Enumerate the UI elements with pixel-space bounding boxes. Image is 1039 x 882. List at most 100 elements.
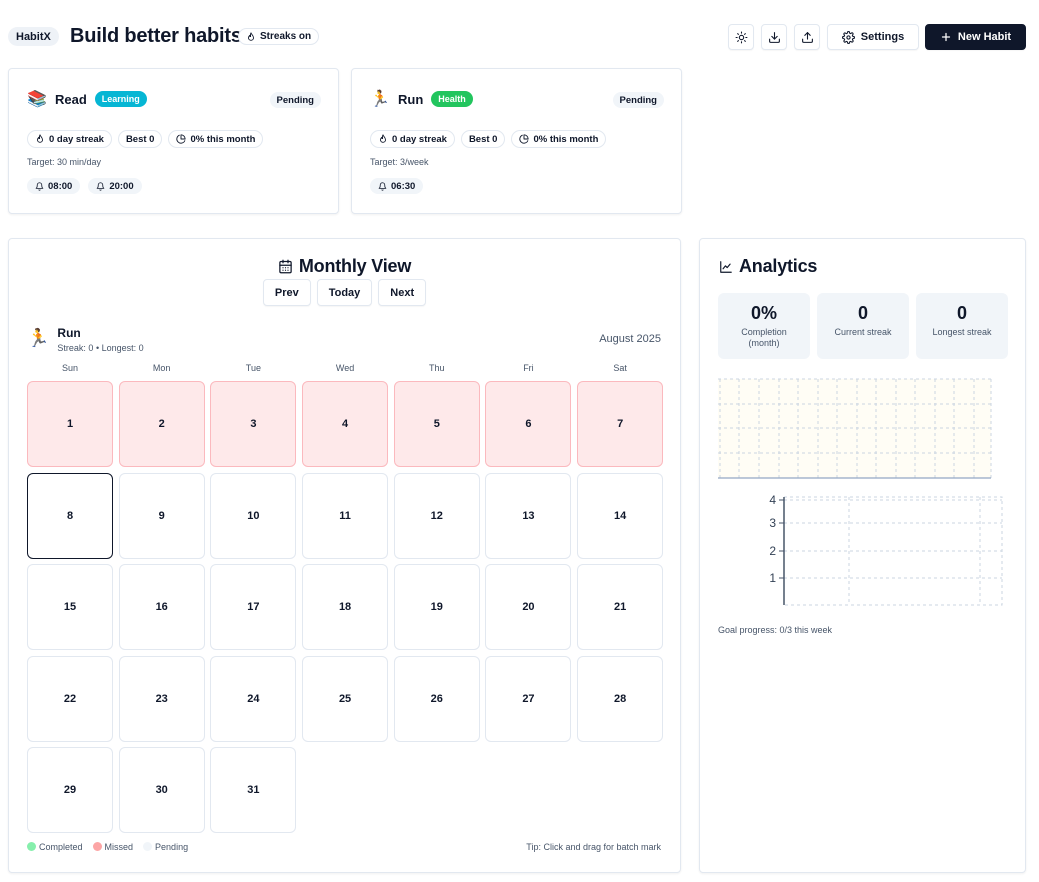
legend-item: Completed [27,842,83,852]
stat-value: 0% [750,303,777,323]
reminder-chip[interactable]: 06:30 [370,178,424,194]
legend-label: Missed [104,842,134,852]
streak-pill: 0 day streak [27,130,112,148]
prev-month-button[interactable]: Prev [262,279,311,306]
analytics-title: Analytics [739,256,818,276]
run-emoji-icon: 🏃 [27,328,50,348]
best-streak-pill: Best 0 [117,130,163,148]
streaks-badge-label: Streaks on [260,31,312,42]
monthly-rate-pill: 0% this month [168,130,264,148]
calendar-day[interactable]: 21 [577,564,664,650]
stat-label: Longest streak [932,327,992,337]
calendar-day[interactable]: 12 [393,472,480,559]
calendar-grid: 1 2 3 4 5 6 7 8 9 10 11 12 13 14 15 16 17 18 19 20 21 22 23 24 2… [27,381,664,833]
calendar-day[interactable]: 1 [27,381,113,467]
calendar-day[interactable]: 30 [118,747,205,833]
bell-icon [35,181,44,191]
new-habit-button[interactable]: New Habit [925,24,1026,50]
line-chart-icon [719,260,733,274]
calendar-day[interactable]: 18 [302,564,389,650]
chart-plot-area [718,379,991,478]
calendar-day[interactable]: 14 [577,472,664,559]
calendar-day[interactable]: 22 [27,655,113,742]
month-nav: Prev Today Next [9,279,680,306]
settings-button[interactable]: Settings [827,24,919,50]
calendar-day[interactable]: 26 [393,655,480,742]
calendar-day[interactable]: 16 [118,564,205,650]
weekday-label: Sat [613,363,627,373]
habit-target: Target: 3/week [370,157,429,167]
calendar-day[interactable]: 28 [577,655,664,742]
calendar-day[interactable]: 13 [485,472,572,559]
weekly-goal-chart: 1 2 3 4 [769,493,1003,606]
import-button[interactable] [794,24,820,50]
reminder-chip[interactable]: 08:00 [27,178,81,194]
calendar-day[interactable]: 10 [210,472,297,559]
theme-toggle-button[interactable] [728,24,754,50]
selected-habit: 🏃 Run Streak: 0 • Longest: 0 [27,326,144,353]
habit-emoji-icon: 📚 [27,91,47,108]
legend-item: Missed [92,842,134,852]
brand-badge: HabitX [8,27,59,46]
calendar-day[interactable]: 25 [302,655,389,742]
habit-target: Target: 30 min/day [27,157,102,167]
completion-trend-chart [718,378,992,479]
habit-card[interactable]: 🏃 Run Health Pending 0 day streak Best 0… [351,68,682,214]
weekday-label: Tue [245,363,261,373]
weekday-header: Sun Mon Tue Wed Thu Fri Sat [27,363,663,373]
monthly-rate-text: 0% this month [533,133,599,145]
month-label: August 2025 [599,333,661,345]
export-button[interactable] [761,24,787,50]
legend-label: Pending [155,842,189,852]
calendar-day[interactable]: 20 [485,564,572,650]
habit-card[interactable]: 📚 Read Learning Pending 0 day streak Bes… [8,68,339,214]
reminder-chip[interactable]: 20:00 [88,178,142,194]
calendar-day[interactable]: 19 [393,564,480,650]
settings-button-label: Settings [860,31,905,43]
calendar-day[interactable]: 31 [210,747,297,833]
next-month-button[interactable]: Next [378,279,427,306]
goal-progress-text: Goal progress: 0/3 this week [718,625,833,635]
new-habit-button-label: New Habit [957,31,1012,43]
weekday-label: Sun [61,363,78,373]
y-tick-label: 2 [769,544,776,558]
reminder-time: 06:30 [391,180,416,192]
habit-status-badge: Pending [269,92,321,108]
pie-chart-icon [176,134,187,144]
download-icon [768,31,781,44]
monthly-view-title: Monthly View [298,256,412,276]
calendar-day[interactable]: 4 [302,381,389,467]
calendar-day[interactable]: 2 [118,381,205,467]
habit-category-tag: Learning [94,91,147,107]
weekday-label: Mon [152,363,171,373]
selected-habit-name: Run [57,326,81,340]
monthly-rate-text: 0% this month [190,133,256,145]
calendar-day[interactable]: 3 [210,381,297,467]
reminder-time: 20:00 [109,180,134,192]
calendar-day[interactable]: 7 [577,381,664,467]
calendar-day[interactable]: 11 [302,472,389,559]
calendar-day[interactable]: 29 [27,747,113,833]
flame-icon [35,134,45,144]
weekday-label: Thu [428,363,445,373]
flame-icon [378,134,388,144]
calendar-day[interactable]: 23 [118,655,205,742]
streak-text: 0 day streak [49,133,104,145]
calendar-day[interactable]: 27 [485,655,572,742]
monthly-rate-pill: 0% this month [511,130,607,148]
calendar-day[interactable]: 17 [210,564,297,650]
calendar-day[interactable]: 24 [210,655,297,742]
streaks-badge[interactable]: Streaks on [238,28,320,45]
page-title: Build better habits [70,25,242,47]
streak-pill: 0 day streak [370,130,455,148]
calendar-day[interactable]: 15 [27,564,113,650]
today-button[interactable]: Today [316,279,373,306]
habit-name: Run [398,91,424,107]
calendar-day[interactable]: 8 [27,472,113,559]
legend-label: Completed [39,842,83,852]
gear-icon [841,30,855,44]
calendar-day[interactable]: 9 [118,472,205,559]
calendar-day[interactable]: 6 [485,381,572,467]
calendar-day[interactable]: 5 [393,381,480,467]
pie-chart-icon [519,134,530,144]
